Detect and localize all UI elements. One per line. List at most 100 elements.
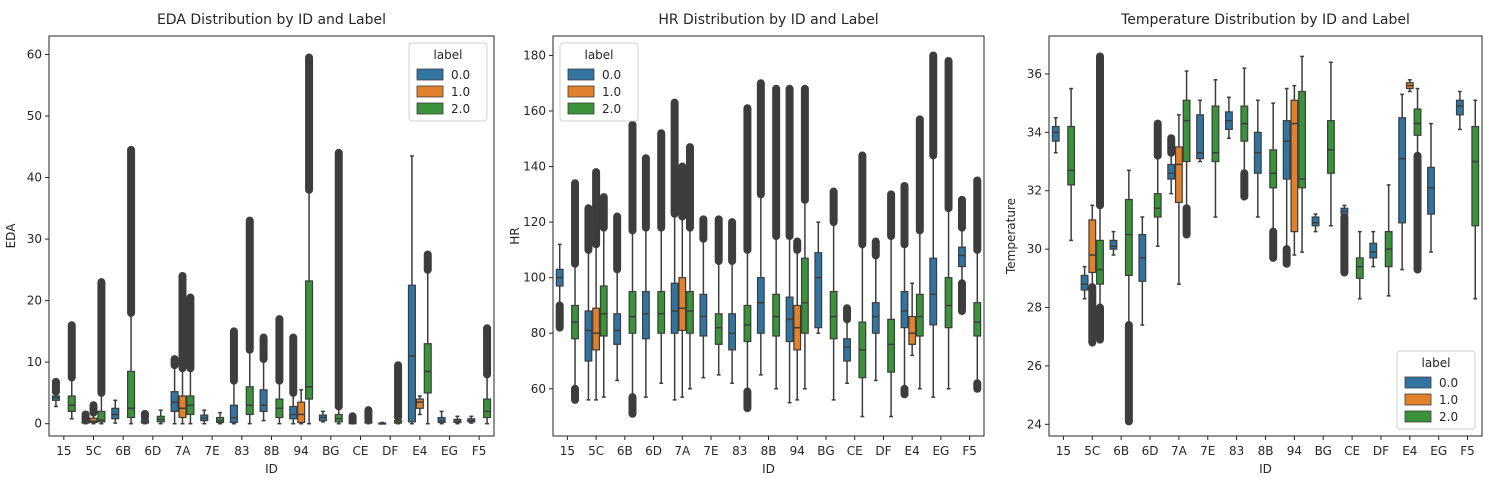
x-tick-label: 83 [732,444,747,458]
box-94-label-0.0 [289,333,298,425]
box-5C-label-0.0 [1080,265,1089,300]
box-iqr [871,302,880,334]
x-tick-label: EG [932,444,949,458]
y-tick-label: 26 [1027,359,1042,373]
x-tick-label: F5 [962,444,977,458]
box-E4-label-1.0 [1405,79,1414,93]
box-15-label-0.0 [51,377,60,408]
box-iqr [973,302,982,337]
legend-swatch-1.0 [416,85,444,98]
box-iqr [641,290,650,340]
axes-frame [552,35,985,437]
axes-frame [48,35,495,437]
y-axis-label: EDA [4,223,18,249]
x-tick-label: BG [322,444,339,458]
box-5C-label-2.0 [97,278,106,425]
box-iqr [305,280,314,400]
box-iqr [944,277,953,329]
x-tick-label: CE [353,444,369,458]
box-15-label-2.0 [67,321,76,420]
x-tick-label: E4 [905,444,920,458]
box-6D-label-0.0 [1138,216,1147,326]
box-5C-label-1.0 [592,168,601,401]
box-94-label-2.0 [305,53,314,425]
y-tick-label: 32 [1027,184,1042,198]
box-iqr [1196,114,1205,160]
box-94-label-0.0 [1282,87,1291,268]
box-83-label-0.0 [229,327,238,425]
box-iqr [657,290,666,334]
box-iqr [1051,125,1060,142]
x-tick-label: 94 [1287,444,1302,458]
box-7A-label-2.0 [685,143,694,390]
box-F5-label-2.0 [1471,99,1480,300]
box-EG-label-2.0 [944,57,953,390]
box-6D-label-2.0 [1153,119,1162,247]
box-6D-label-2.0 [657,129,666,384]
x-tick-label: E4 [1402,444,1417,458]
box-E4-label-0.0 [900,182,909,399]
legend-label: 2.0 [1439,410,1458,424]
y-tick-label: 34 [1027,125,1042,139]
legend-label: 2.0 [602,102,621,116]
box-iqr [89,417,98,424]
box-iqr [245,386,254,416]
box-94-label-1.0 [297,389,306,425]
box-E4-label-0.0 [1398,93,1407,271]
box-E4-label-1.0 [415,395,424,416]
box-BG-label-2.0 [829,187,838,401]
box-E4-label-2.0 [915,115,924,390]
box-iqr [900,290,909,329]
box-BG-label-0.0 [1311,213,1320,233]
legend-frame [1396,350,1476,430]
box-E4-label-0.0 [407,155,416,425]
box-CE-label-0.0 [1340,204,1349,277]
box-iqr [1326,120,1335,174]
y-tick-label: 120 [523,215,546,229]
x-tick-label: EG [441,444,458,458]
box-15-label-2.0 [571,179,580,404]
box-iqr [1427,166,1435,215]
y-tick-label: 28 [1027,301,1042,315]
x-tick-label: 8B [761,444,777,458]
chart-title: EDA Distribution by ID and Label [157,12,386,28]
box-E4-label-2.0 [1413,87,1422,274]
box-F5-label-0.0 [957,195,966,315]
box-15-label-0.0 [1051,117,1060,154]
box-EG-label-0.0 [1427,122,1435,253]
box-iqr [814,252,823,329]
box-iqr [756,277,765,334]
box-iqr [1109,239,1118,250]
box-iqr [772,293,781,337]
box-6B-label-2.0 [127,145,136,425]
box-94-label-0.0 [785,84,794,404]
box-E4-label-2.0 [423,250,432,425]
y-tick-label: 60 [27,47,42,61]
box-DF-label-2.0 [1384,184,1393,297]
box-BG-label-2.0 [1326,61,1335,227]
box-DF-label-0.0 [378,421,387,425]
box-iqr [678,277,687,332]
legend-swatch-2.0 [1404,410,1432,423]
box-EG-label-0.0 [929,51,938,398]
x-tick-label: 7A [1171,444,1188,458]
box-iqr [1369,242,1378,259]
x-tick-label: F5 [1460,444,1475,458]
x-axis-label: ID [1259,462,1272,476]
y-tick-label: 60 [531,382,546,396]
box-5C-label-1.0 [89,401,98,425]
legend-swatch-0.0 [416,68,444,81]
box-F5-label-2.0 [483,324,492,425]
legend-swatch-1.0 [567,85,595,98]
y-tick-label: 30 [1027,242,1042,256]
box-iqr [1282,120,1291,180]
chart-panel-3: Temperature Distribution by ID and Label… [1004,12,1483,476]
x-tick-label: 6B [115,444,131,458]
box-F5-label-0.0 [467,415,476,424]
box-83-label-2.0 [1240,67,1249,201]
box-iqr [259,389,268,412]
box-15-label-0.0 [555,243,564,332]
box-7E-label-2.0 [714,215,723,376]
y-axis-label: Temperature [1004,198,1018,275]
y-tick-label: 20 [27,294,42,308]
